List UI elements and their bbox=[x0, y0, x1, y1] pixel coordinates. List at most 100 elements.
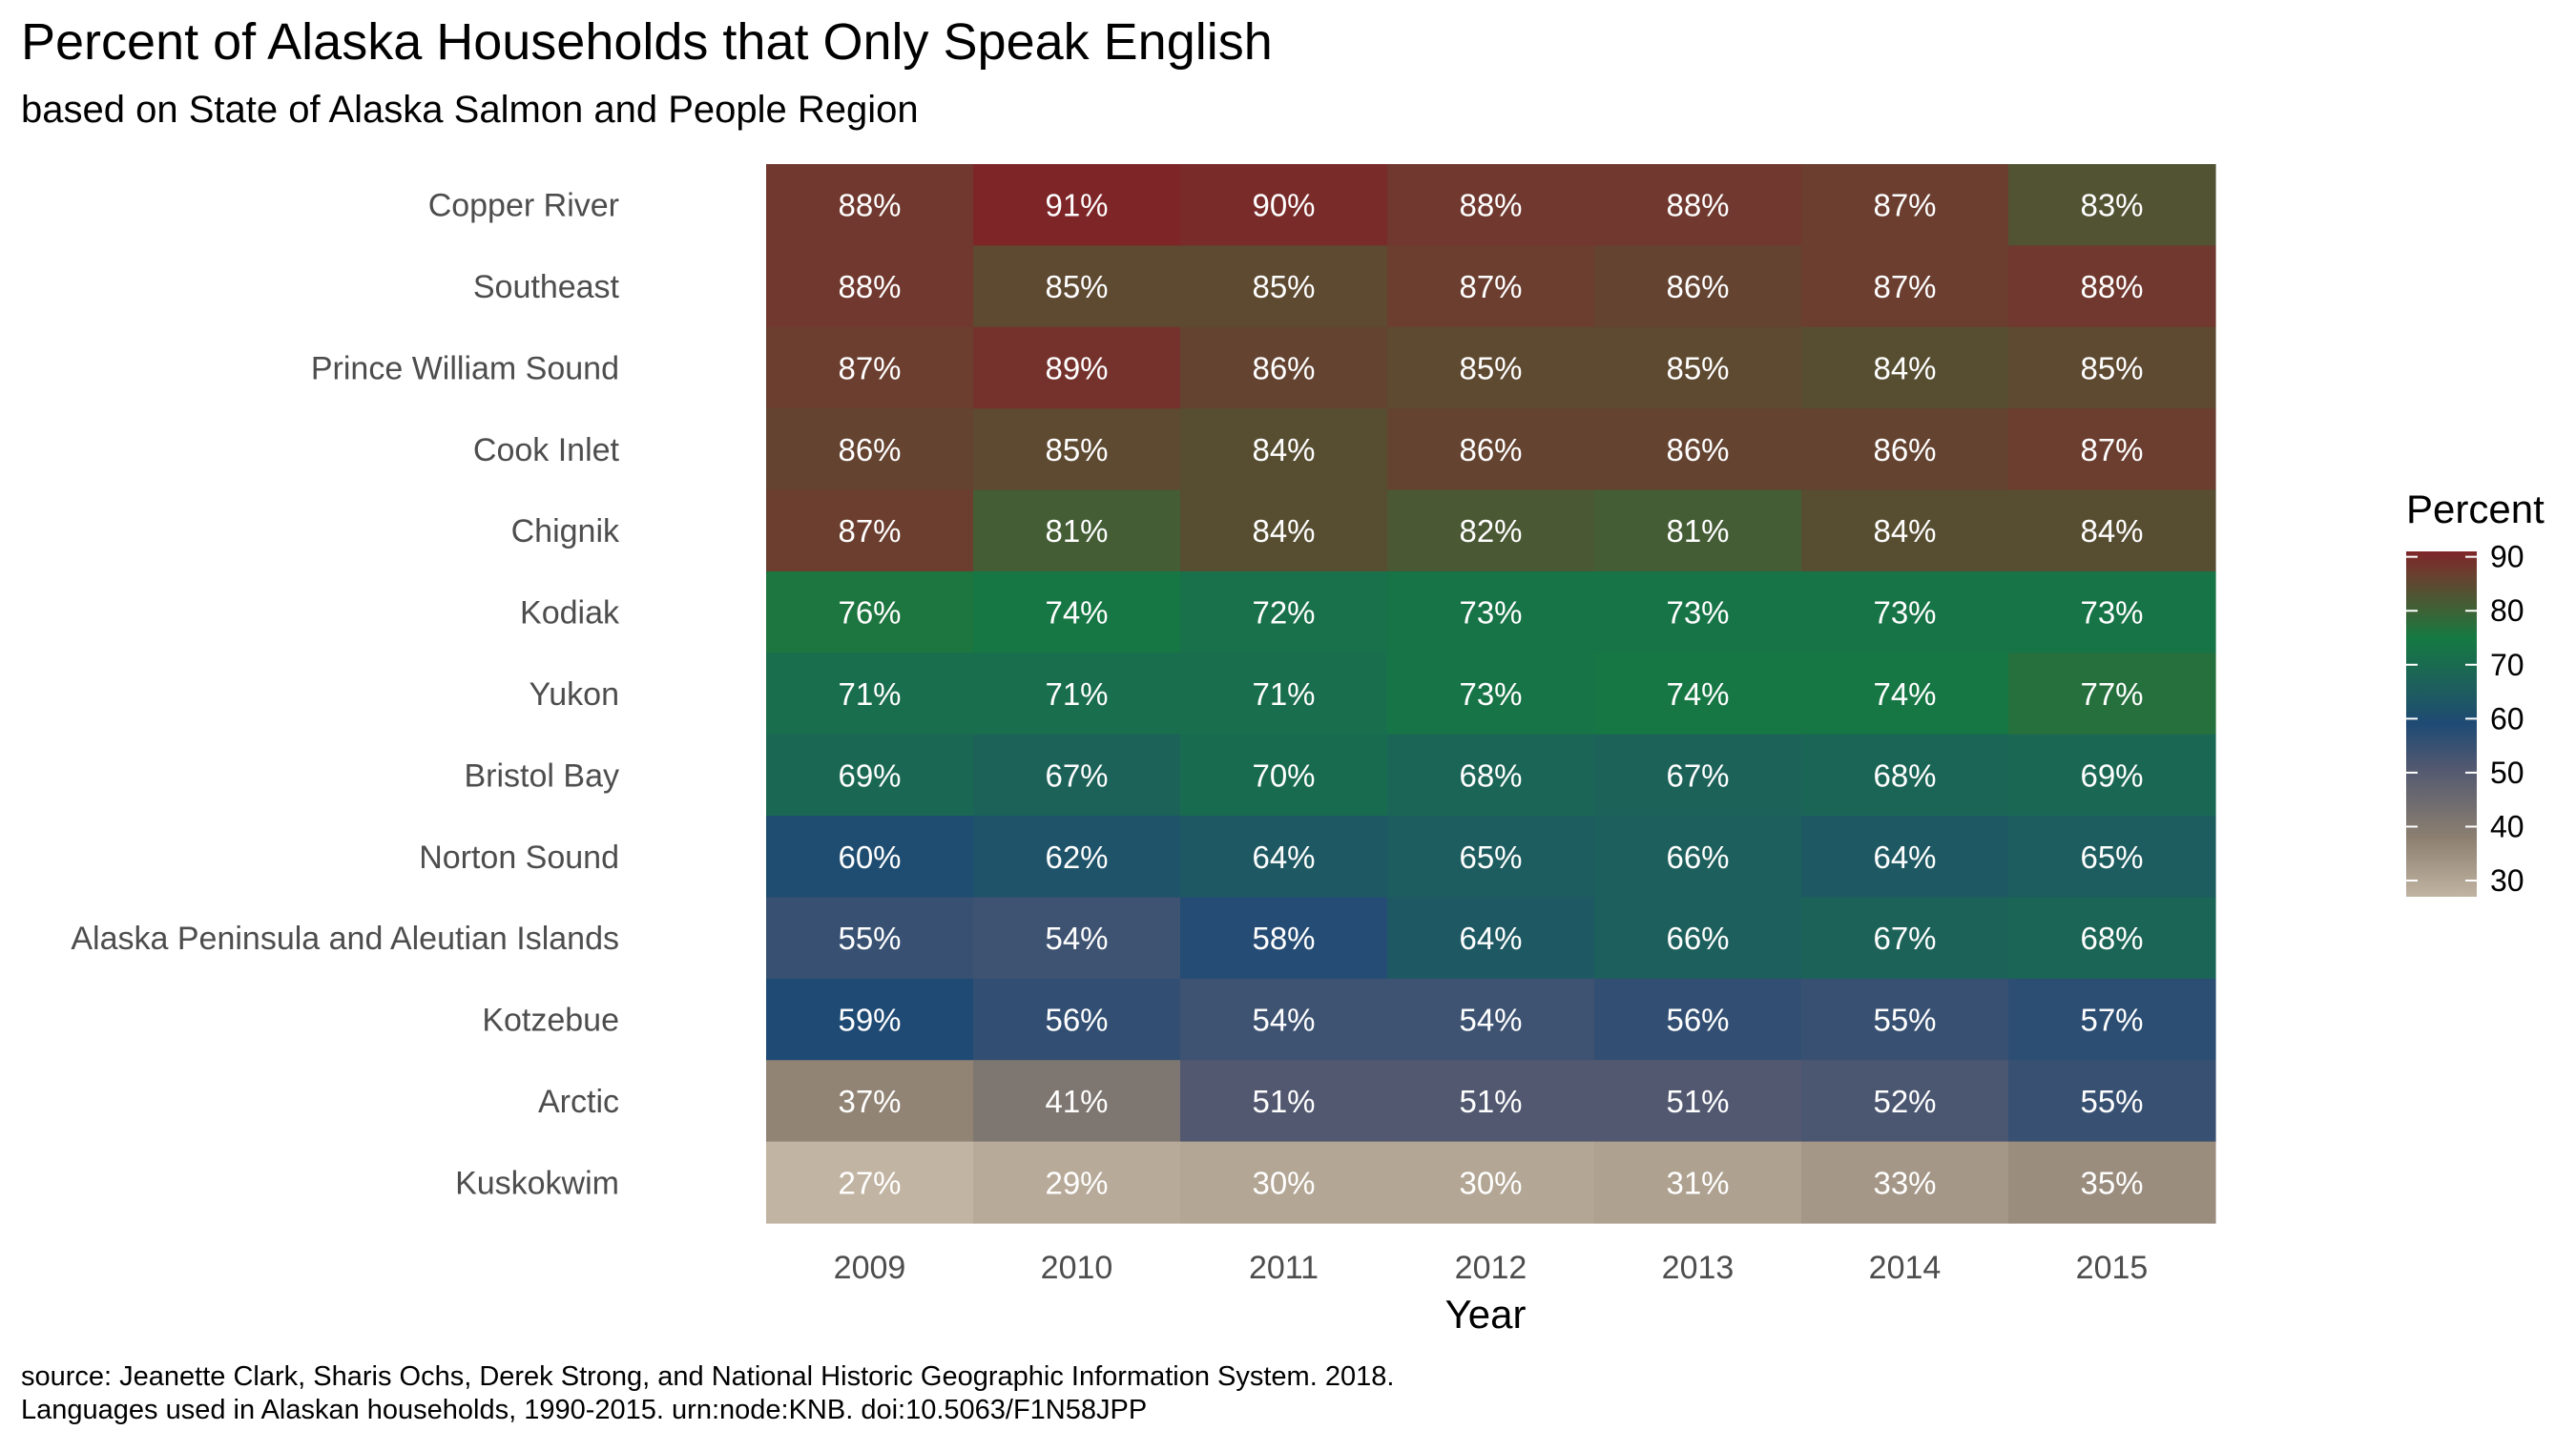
heatmap-cell bbox=[1387, 326, 1595, 409]
cell-value-label: 37% bbox=[838, 1084, 901, 1119]
heatmap-cell bbox=[1594, 164, 1802, 246]
cell-value-label: 74% bbox=[1666, 676, 1729, 712]
cell-value-label: 87% bbox=[838, 350, 901, 385]
heatmap-cell bbox=[1387, 1141, 1595, 1224]
heatmap-cell bbox=[2008, 816, 2216, 899]
x-tick-label: 2009 bbox=[834, 1250, 906, 1286]
heatmap-cell bbox=[2008, 653, 2216, 736]
heatmap-cell bbox=[2008, 164, 2216, 246]
cell-value-label: 59% bbox=[838, 1003, 901, 1038]
heatmap-cell bbox=[1801, 1141, 2009, 1224]
heatmap-cell bbox=[1594, 489, 1802, 572]
cell-value-label: 74% bbox=[1045, 595, 1108, 631]
heatmap-cell bbox=[973, 245, 1181, 328]
x-tick-label: 2012 bbox=[1455, 1250, 1527, 1286]
cell-value-label: 55% bbox=[2080, 1084, 2143, 1119]
cell-value-label: 73% bbox=[1873, 595, 1936, 631]
heatmap-cell bbox=[1387, 489, 1595, 572]
cell-value-label: 87% bbox=[2080, 432, 2143, 467]
heatmap-cell bbox=[1387, 978, 1595, 1061]
heatmap-cell bbox=[2008, 570, 2216, 653]
heatmap-cell bbox=[1801, 570, 2009, 653]
legend-tick-label: 50 bbox=[2490, 756, 2524, 790]
legend-tick-label: 90 bbox=[2490, 540, 2524, 574]
cell-value-label: 84% bbox=[1873, 513, 1936, 549]
cell-value-label: 87% bbox=[838, 513, 901, 549]
cell-value-label: 60% bbox=[838, 840, 901, 875]
heatmap-cell bbox=[1180, 1141, 1388, 1224]
y-tick-label: Kodiak bbox=[520, 595, 620, 632]
cell-value-label: 33% bbox=[1873, 1165, 1936, 1200]
cell-value-label: 57% bbox=[2080, 1003, 2143, 1038]
cell-value-label: 29% bbox=[1045, 1165, 1108, 1200]
chart-subtitle: based on State of Alaska Salmon and Peop… bbox=[21, 89, 919, 131]
cell-value-label: 87% bbox=[1873, 188, 1936, 223]
heatmap-cell bbox=[1387, 816, 1595, 899]
cell-value-label: 71% bbox=[1252, 676, 1315, 712]
cell-value-label: 83% bbox=[2080, 188, 2143, 223]
y-axis-labels: Copper River Southeast Prince William Soun… bbox=[71, 188, 620, 1202]
y-tick-label: Cook Inlet bbox=[473, 432, 620, 468]
cell-value-label: 30% bbox=[1459, 1165, 1522, 1200]
heatmap-cell bbox=[973, 1141, 1181, 1224]
heatmap-cell bbox=[1180, 164, 1388, 246]
cell-value-label: 86% bbox=[838, 432, 901, 467]
heatmap-cell bbox=[973, 326, 1181, 409]
cell-value-label: 88% bbox=[2080, 269, 2143, 304]
caption-line-1: source: Jeanette Clark, Sharis Ochs, Der… bbox=[21, 1361, 1394, 1392]
heatmap-cell bbox=[1180, 245, 1388, 328]
heatmap-cell bbox=[766, 1060, 974, 1143]
cell-value-label: 73% bbox=[1666, 595, 1729, 631]
heatmap-cell bbox=[766, 1141, 974, 1224]
cell-value-label: 82% bbox=[1459, 513, 1522, 549]
heatmap-cell bbox=[1801, 164, 2009, 246]
cell-value-label: 86% bbox=[1666, 432, 1729, 467]
cell-value-label: 85% bbox=[1045, 432, 1108, 467]
legend-tick-label: 70 bbox=[2490, 648, 2524, 682]
cell-value-label: 73% bbox=[2080, 595, 2143, 631]
heatmap-cell bbox=[2008, 489, 2216, 572]
heatmap-cell bbox=[973, 489, 1181, 572]
cell-value-label: 86% bbox=[1666, 269, 1729, 304]
cell-value-label: 56% bbox=[1045, 1003, 1108, 1038]
cell-value-label: 73% bbox=[1459, 676, 1522, 712]
y-tick-label: Prince William Sound bbox=[311, 350, 619, 386]
heatmap-cell bbox=[766, 489, 974, 572]
cell-value-label: 85% bbox=[2080, 350, 2143, 385]
y-tick-label: Copper River bbox=[428, 188, 619, 224]
heatmap-cell bbox=[1387, 897, 1595, 980]
y-tick-label: Bristol Bay bbox=[465, 757, 620, 794]
heatmap-cell bbox=[1180, 978, 1388, 1061]
heatmap-cell bbox=[973, 897, 1181, 980]
cell-value-label: 68% bbox=[1459, 757, 1522, 793]
heatmap-cell bbox=[1180, 326, 1388, 409]
cell-value-label: 64% bbox=[1873, 840, 1936, 875]
heatmap-cell bbox=[1594, 653, 1802, 736]
cell-value-label: 84% bbox=[1252, 432, 1315, 467]
cell-value-label: 81% bbox=[1045, 513, 1108, 549]
cell-value-label: 88% bbox=[838, 188, 901, 223]
heatmap-cell bbox=[973, 164, 1181, 246]
heatmap-cell bbox=[2008, 1141, 2216, 1224]
cell-value-label: 88% bbox=[1459, 188, 1522, 223]
heatmap-cells: 88% 91% 90% 88% 88% 87% 83% 88% 85% 85% 87% 86% 87% 8… bbox=[766, 164, 2216, 1224]
heatmap-cell bbox=[1180, 653, 1388, 736]
y-tick-label: Kotzebue bbox=[482, 1003, 619, 1039]
cell-value-label: 91% bbox=[1045, 188, 1108, 223]
cell-value-label: 31% bbox=[1666, 1165, 1729, 1200]
x-axis-title: Year bbox=[1445, 1292, 1527, 1337]
heatmap-cell bbox=[1594, 897, 1802, 980]
heatmap-cell bbox=[1180, 1060, 1388, 1143]
y-tick-label: Norton Sound bbox=[419, 840, 619, 876]
x-tick-label: 2013 bbox=[1662, 1250, 1735, 1286]
cell-value-label: 88% bbox=[1666, 188, 1729, 223]
y-tick-label: Southeast bbox=[473, 269, 620, 305]
cell-value-label: 51% bbox=[1459, 1084, 1522, 1119]
heatmap-cell bbox=[973, 734, 1181, 817]
cell-value-label: 86% bbox=[1873, 432, 1936, 467]
heatmap-cell bbox=[766, 164, 974, 246]
cell-value-label: 87% bbox=[1459, 269, 1522, 304]
cell-value-label: 67% bbox=[1045, 757, 1108, 793]
legend-tick-label: 30 bbox=[2490, 863, 2524, 898]
